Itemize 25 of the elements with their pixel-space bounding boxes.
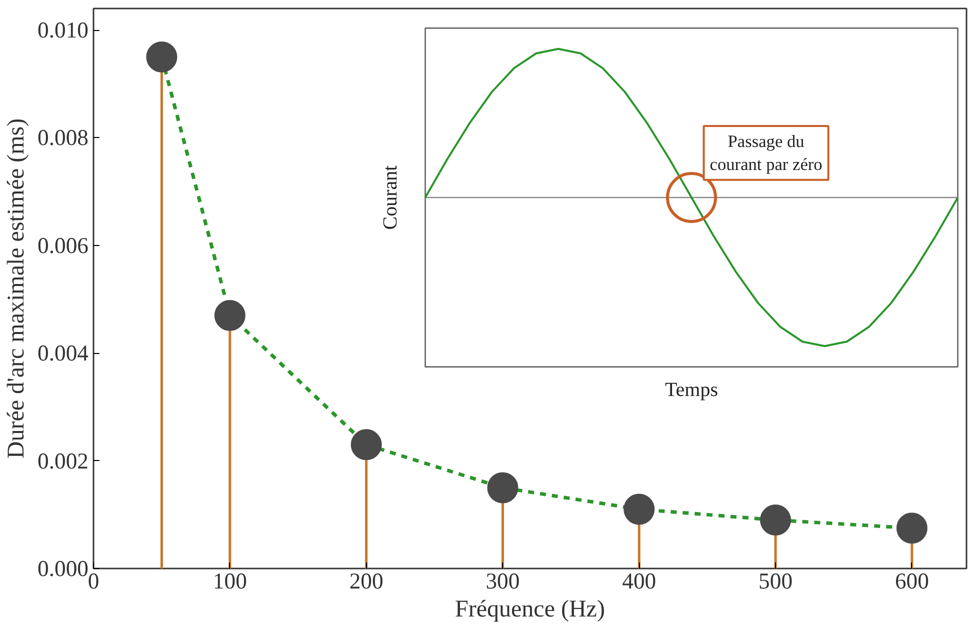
x-tick-label: 300 bbox=[486, 568, 520, 594]
y-axis-title: Courant bbox=[379, 164, 402, 230]
x-tick-label: 400 bbox=[622, 568, 656, 594]
y-tick-label: 0.002 bbox=[38, 448, 89, 474]
y-tick-label: 0.006 bbox=[38, 232, 89, 258]
point bbox=[760, 504, 792, 536]
y-tick-label: 0.000 bbox=[38, 556, 89, 581]
x-tick-label: 100 bbox=[212, 568, 247, 594]
annotation: Passage du courant par zéro bbox=[710, 132, 822, 174]
x-tick-label: 600 bbox=[894, 568, 929, 594]
y-tick-label: 0.008 bbox=[38, 125, 89, 150]
point bbox=[350, 429, 382, 460]
point bbox=[214, 300, 246, 331]
point bbox=[146, 41, 178, 72]
x-tick-label: 500 bbox=[758, 568, 793, 594]
x-tick-label: 200 bbox=[349, 568, 384, 594]
x-tick-label: 0 bbox=[88, 568, 100, 594]
point bbox=[624, 494, 655, 525]
y-axis-title: Durée d'arc maximale estimée (ms) bbox=[4, 118, 30, 459]
y-tick-label: 0.004 bbox=[38, 340, 89, 366]
x-axis-title: Fréquence (Hz) bbox=[455, 596, 605, 622]
x-axis-title: Temps bbox=[664, 378, 718, 401]
point bbox=[896, 512, 928, 544]
y-tick-label: 0.010 bbox=[38, 18, 89, 43]
point bbox=[487, 472, 518, 504]
